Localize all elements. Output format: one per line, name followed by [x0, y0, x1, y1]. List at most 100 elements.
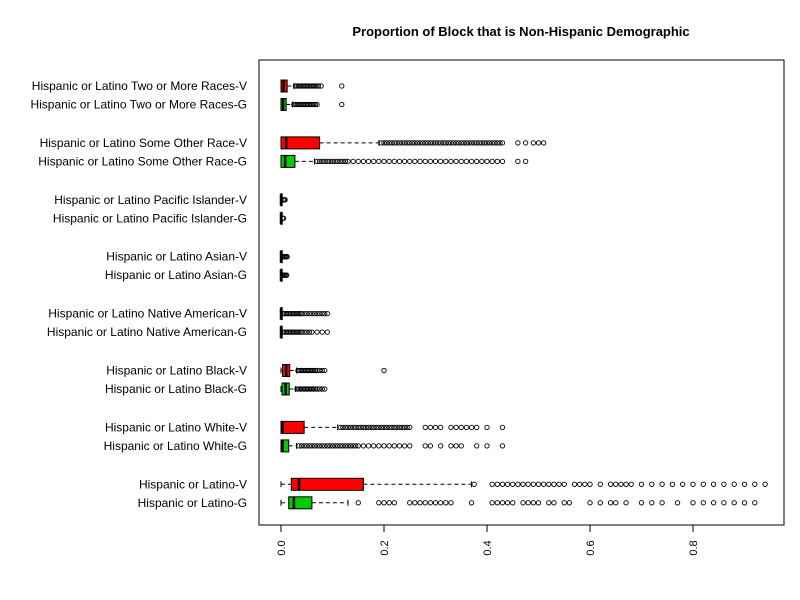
- outlier-point: [404, 140, 410, 146]
- category-label: Hispanic or Latino Some Other Race-G: [38, 154, 247, 168]
- outlier-point: [456, 140, 462, 146]
- outlier-point: [437, 443, 444, 449]
- outlier-point: [510, 500, 516, 506]
- outlier-point: [314, 386, 320, 392]
- outlier-point: [499, 443, 506, 449]
- outlier-point: [319, 310, 325, 317]
- outlier-point: [324, 310, 330, 317]
- box-group-2: [280, 136, 547, 150]
- outlier-point: [365, 443, 372, 449]
- outlier-point: [607, 481, 614, 487]
- outlier-point: [422, 424, 428, 431]
- outlier-point: [314, 310, 320, 317]
- outlier-point: [690, 500, 696, 506]
- outlier-point: [396, 424, 403, 431]
- outlier-point: [355, 443, 361, 449]
- x-tick-label: 0.8: [688, 540, 700, 555]
- iqr-box: [280, 439, 290, 453]
- outlier-point: [381, 367, 387, 374]
- outlier-point: [391, 443, 397, 449]
- iqr-box: [288, 496, 313, 510]
- outlier-point: [432, 500, 439, 506]
- box-group-11: [280, 382, 328, 396]
- outlier-point: [306, 310, 312, 317]
- outlier-point: [535, 481, 542, 487]
- outlier-point: [417, 140, 423, 146]
- plot-area-frame: [258, 59, 785, 526]
- category-label: Hispanic or Latino Asian-V: [106, 250, 247, 264]
- outlier-point: [448, 424, 454, 431]
- category-label: Hispanic or Latino Black-G: [105, 382, 247, 396]
- outlier-point: [355, 424, 361, 431]
- outlier-point: [463, 158, 470, 165]
- outlier-point: [304, 443, 310, 449]
- outlier-point: [322, 443, 328, 449]
- outlier-point: [376, 443, 382, 449]
- outlier-point: [355, 500, 361, 506]
- category-label: Hispanic or Latino-V: [139, 477, 247, 491]
- outlier-point: [522, 140, 529, 146]
- outlier-point: [391, 424, 397, 431]
- outlier-point: [535, 500, 542, 506]
- outlier-point: [280, 215, 287, 221]
- outlier-point: [484, 424, 490, 431]
- outlier-point: [515, 140, 521, 146]
- outlier-point: [561, 500, 567, 506]
- outlier-point: [453, 158, 459, 165]
- box-group-13: [280, 439, 506, 453]
- outlier-point: [316, 367, 323, 374]
- outlier-point: [365, 424, 372, 431]
- outlier-point: [399, 424, 405, 431]
- outlier-point: [350, 424, 356, 431]
- outlier-point: [327, 443, 333, 449]
- outlier-point: [499, 500, 506, 506]
- outlier-point: [314, 158, 320, 165]
- category-label: Hispanic or Latino White-G: [104, 439, 247, 453]
- outlier-point: [437, 424, 444, 431]
- outlier-point: [690, 481, 696, 487]
- category-label: Hispanic or Latino White-V: [105, 420, 247, 434]
- outlier-point: [371, 443, 377, 449]
- outlier-point: [319, 367, 325, 374]
- outlier-point: [345, 158, 351, 165]
- outlier-point: [316, 158, 323, 165]
- outlier-point: [401, 443, 408, 449]
- outlier-point: [476, 140, 482, 146]
- outlier-point: [520, 500, 526, 506]
- outlier-point: [463, 424, 470, 431]
- outlier-point: [373, 424, 379, 431]
- outlier-point: [638, 500, 645, 506]
- category-label: Hispanic or Latino Pacific Islander-G: [53, 211, 247, 225]
- outlier-point: [295, 329, 302, 335]
- outlier-point: [731, 500, 737, 506]
- outlier-point: [407, 158, 413, 165]
- outlier-point: [468, 158, 475, 165]
- box-group-12: [280, 420, 506, 434]
- outlier-point: [443, 158, 449, 165]
- outlier-point: [659, 481, 665, 487]
- outlier-point: [407, 500, 413, 506]
- category-label: Hispanic or Latino Some Other Race-V: [40, 136, 247, 150]
- outlier-point: [360, 424, 367, 431]
- outlier-point: [427, 140, 433, 146]
- outlier-point: [497, 140, 503, 146]
- outlier-point: [448, 140, 454, 146]
- outlier-point: [329, 158, 336, 165]
- box-group-6: [279, 250, 290, 264]
- outlier-point: [448, 443, 454, 449]
- outlier-point: [381, 424, 387, 431]
- outlier-point: [284, 254, 290, 260]
- outlier-point: [471, 481, 477, 487]
- outlier-point: [437, 140, 444, 146]
- outlier-point: [479, 158, 485, 165]
- outlier-point: [752, 481, 758, 487]
- outlier-point: [355, 158, 361, 165]
- outlier-point: [474, 158, 480, 165]
- outlier-point: [597, 500, 603, 506]
- box-group-14: [280, 477, 768, 491]
- outlier-point: [309, 310, 315, 317]
- outlier-point: [319, 158, 325, 165]
- outlier-point: [312, 83, 319, 89]
- iqr-box: [280, 154, 296, 168]
- outlier-point: [680, 481, 686, 487]
